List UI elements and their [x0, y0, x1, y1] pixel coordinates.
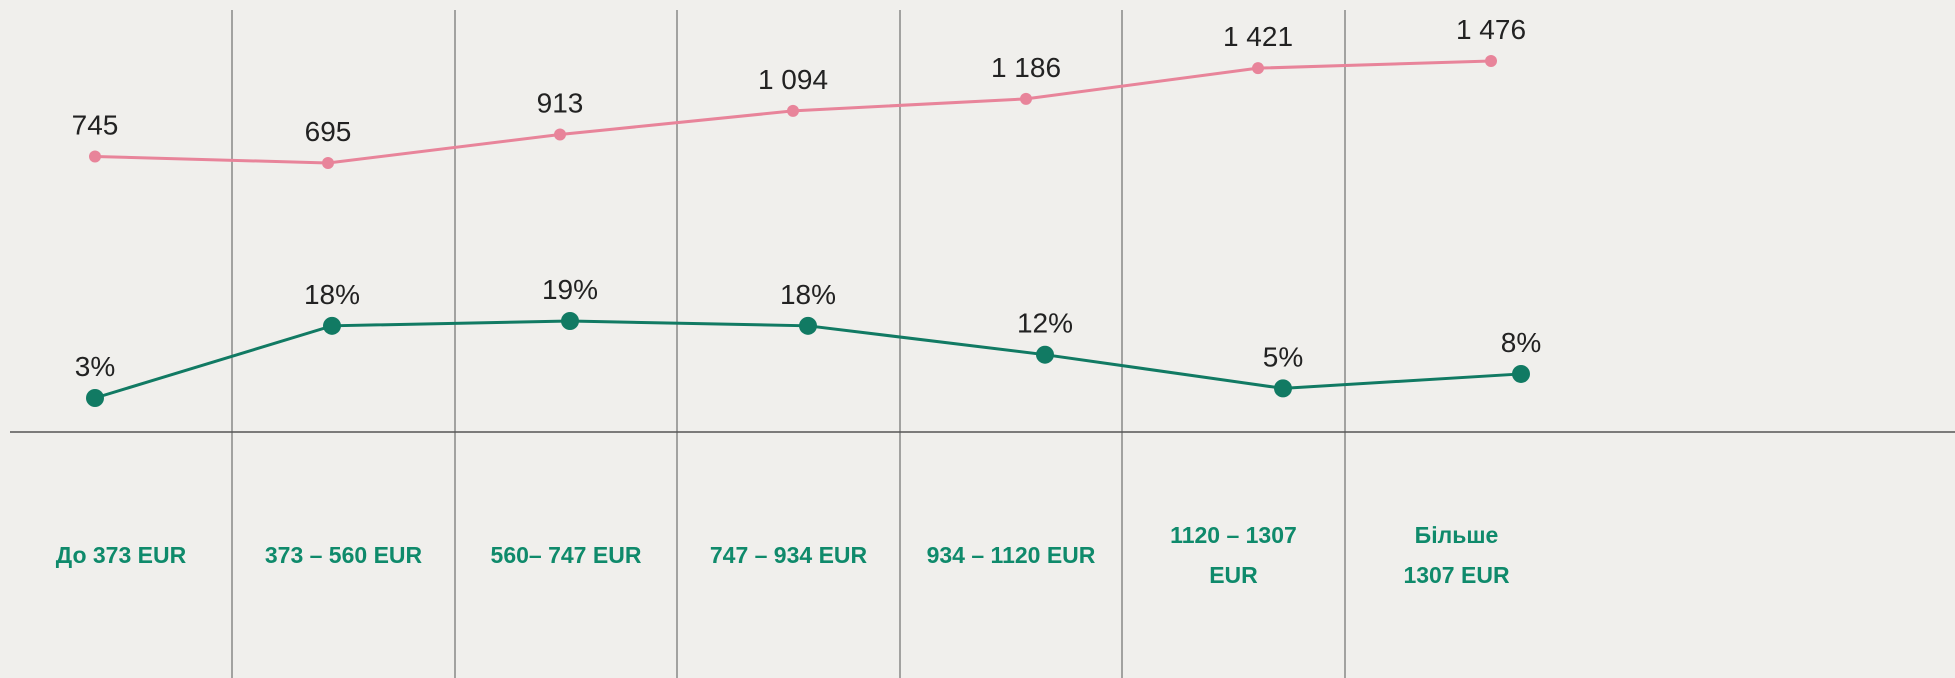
x-tick-label: Більше 1307 EUR: [1403, 522, 1510, 588]
data-label: 3%: [75, 351, 115, 382]
point: [323, 316, 341, 335]
point: [1512, 364, 1530, 383]
point: [1252, 62, 1264, 75]
point: [322, 157, 334, 169]
x-tick-label: 747 – 934 EUR: [709, 542, 868, 568]
data-label: 18%: [780, 279, 836, 310]
data-label: 913: [537, 88, 584, 119]
x-tick-label: 560– 747 EUR: [490, 542, 642, 568]
data-label: 1 421: [1223, 21, 1293, 52]
data-label: 1 094: [758, 64, 828, 95]
point: [1020, 92, 1032, 105]
point: [89, 150, 101, 163]
point: [1485, 55, 1497, 67]
point: [799, 316, 817, 335]
data-label: 8%: [1501, 327, 1541, 358]
point: [554, 128, 566, 141]
point: [1274, 379, 1292, 398]
x-tick-label: 373 – 560 EUR: [264, 542, 423, 568]
data-label: 19%: [542, 274, 598, 305]
point: [561, 312, 579, 330]
x-tick-label: До 373 EUR: [55, 542, 187, 568]
data-label: 695: [305, 116, 352, 147]
point: [1036, 345, 1054, 364]
data-label: 5%: [1263, 341, 1303, 372]
point: [86, 389, 104, 407]
x-tick-label: 1120 – 1307 EUR: [1170, 522, 1297, 588]
point: [787, 104, 799, 117]
x-tick-label: 934 – 1120 EUR: [926, 542, 1096, 568]
data-label: 18%: [304, 279, 360, 310]
data-label: 1 476: [1456, 14, 1526, 45]
data-label: 1 186: [991, 52, 1061, 83]
data-label: 745: [72, 109, 119, 140]
data-label: 12%: [1017, 308, 1073, 339]
